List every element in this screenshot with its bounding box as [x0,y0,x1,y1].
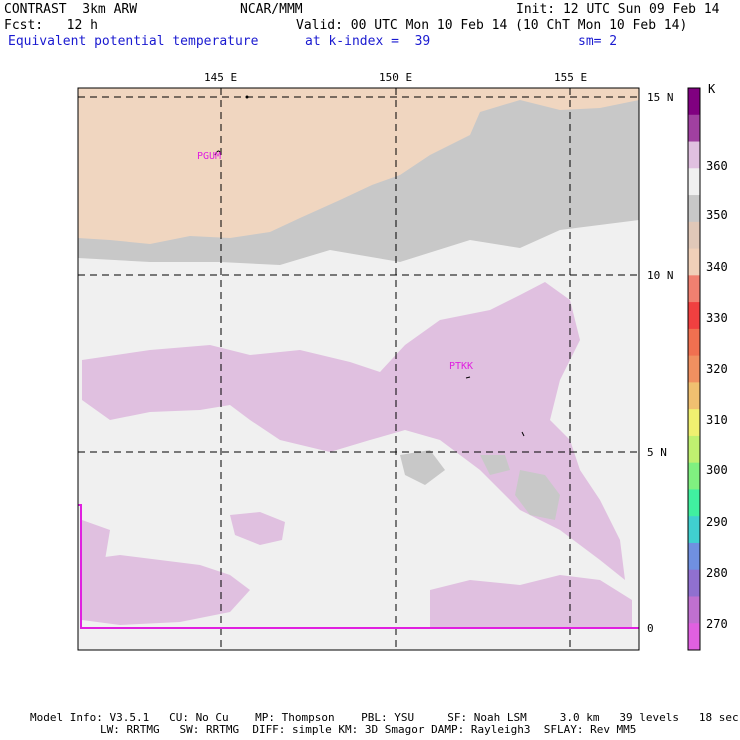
colorbar-label: 280 [706,566,728,580]
colorbar-label: 270 [706,617,728,631]
colorbar-label: 340 [706,260,728,274]
colorbar-swatch [688,114,700,143]
colorbar-swatch [688,596,700,624]
theta-e-340-region [78,88,639,244]
field-name: Equivalent potential temperature [8,34,259,49]
colorbar-swatch [688,382,700,410]
model-info-line2: LW: RRTMG SW: RRTMG DIFF: simple KM: 3D … [100,723,637,736]
lon-label-145: 145 E [204,71,238,84]
lat-label-0: 0 [647,622,654,635]
init-time: Init: 12 UTC Sun 09 Feb 14 [516,2,720,17]
lat-label-10n: 10 N [647,269,674,282]
map-frame [77,87,640,651]
station-label-ptkk: PTKK [449,361,474,372]
colorbar-label: 350 [706,208,728,222]
colorbar-swatch [688,302,700,330]
colorbar-swatch [688,569,700,597]
colorbar-label: 320 [706,362,728,376]
lon-label-155: 155 E [554,71,588,84]
forecast-hour: Fcst: 12 h [4,18,98,33]
colorbar-swatch [688,221,700,250]
theta-e-360-blob-west [82,520,110,565]
colorbar-label: 300 [706,463,728,477]
colorbar-swatch [688,516,700,544]
colorbar-swatch [688,462,700,490]
colorbar-swatch [688,435,700,464]
valid-time: Valid: 00 UTC Mon 10 Feb 14 (10 ChT Mon … [296,18,688,33]
island-marker [245,95,249,99]
colorbar-swatch [688,248,700,276]
domain-boundary [78,504,639,629]
chuuk-coastline [465,376,471,379]
theta-e-350-patch [515,470,560,520]
theta-e-360-region-north [82,282,625,580]
island-coastline [521,431,525,437]
colorbar-label: 290 [706,515,728,529]
colorbar-unit: K [708,82,716,96]
colorbar-label: 310 [706,413,728,427]
colorbar-swatch [688,168,700,196]
colorbar-label: 330 [706,311,728,325]
theta-e-360-blob [230,512,285,545]
colorbar-swatch [688,489,700,517]
colorbar-swatch [688,275,700,303]
station-label-pgum: PGUM [197,151,222,162]
theta-e-350-patch [480,455,510,475]
theta-e-360-region-east [430,575,632,628]
colorbar-swatch [688,195,700,223]
colorbar-label: 360 [706,159,728,173]
graticule [78,88,639,650]
smoothing-label: sm= 2 [578,34,618,49]
colorbar-swatch [688,141,700,169]
colorbar-frame [687,87,701,651]
lon-label-150: 150 E [379,71,413,84]
level-label: at k-index = 39 [305,34,431,49]
lat-label-5n: 5 N [647,446,667,459]
model-info-line1: Model Info: V3.5.1 CU: No Cu MP: Thompso… [30,711,739,724]
colorbar [687,87,701,651]
colorbar-swatch [688,542,700,571]
colorbar-swatch [688,88,700,116]
org-label: NCAR/MMM [240,2,303,17]
lat-label-15n: 15 N [647,91,674,104]
colorbar-swatch [688,623,700,651]
theta-e-360-region-south [82,555,250,625]
theta-e-350-patch [400,450,445,485]
guam-coastline [214,150,222,156]
model-title: CONTRAST 3km ARW [4,2,138,17]
colorbar-swatch [688,355,700,383]
colorbar-swatch [688,328,700,357]
colorbar-swatch [688,409,700,437]
